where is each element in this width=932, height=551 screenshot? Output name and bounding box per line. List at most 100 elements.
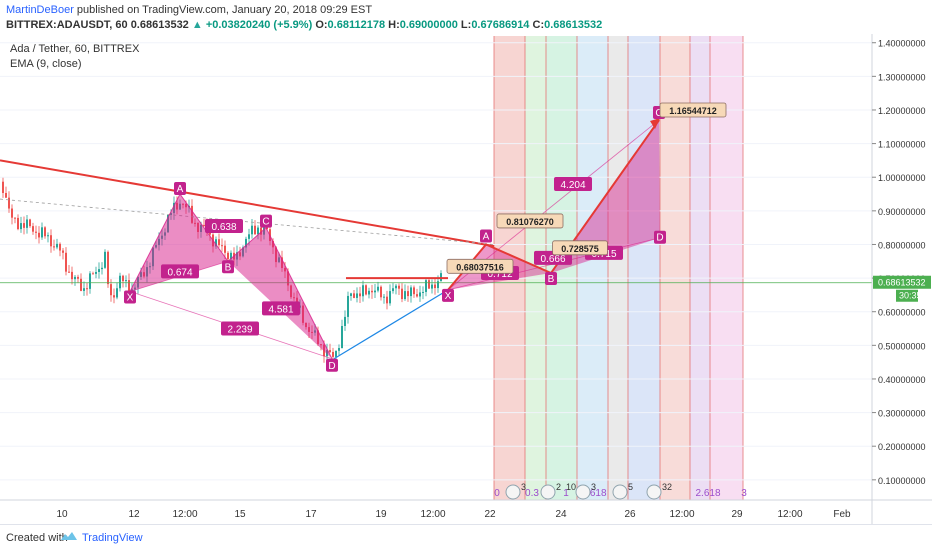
legend-title: Ada / Tether, 60, BITTREX <box>10 43 140 55</box>
candle <box>431 284 433 289</box>
fib-time-label: 1.618 <box>581 488 606 499</box>
pattern1-point-box <box>260 214 272 228</box>
pattern1-point: X <box>127 293 134 304</box>
candle <box>215 239 217 247</box>
price-tick-label: 1.10000000 <box>878 140 926 150</box>
time-tick-label: 24 <box>555 509 567 520</box>
candle <box>209 232 211 235</box>
pattern2-ratio: 0.712 <box>487 269 512 280</box>
pattern-bcd-fill <box>228 227 332 359</box>
high-value: 0.69000000 <box>399 19 458 31</box>
candle <box>62 250 64 253</box>
candle <box>392 288 394 292</box>
candle <box>5 193 7 198</box>
candle <box>68 271 70 273</box>
pattern2-point: A <box>483 231 490 242</box>
price-target-box <box>659 102 727 118</box>
pattern2-point-box <box>442 288 454 302</box>
pattern1-point-box <box>174 182 186 196</box>
candle <box>383 296 385 298</box>
candle <box>335 350 337 357</box>
candle <box>38 232 40 238</box>
open-value: 0.68112178 <box>327 19 386 31</box>
fib-time-label: 2.618 <box>695 488 720 499</box>
candle <box>389 291 391 304</box>
price-target-label: 0.728575 <box>561 244 599 254</box>
candle <box>395 285 397 289</box>
candle <box>77 276 79 279</box>
candle <box>371 290 373 293</box>
candle <box>260 227 262 235</box>
event-count: 32 <box>662 482 672 492</box>
time-tick-label: 22 <box>484 509 496 520</box>
last-price: 0.68613532 <box>130 19 189 31</box>
candle <box>353 293 355 298</box>
candle <box>338 348 340 351</box>
close-value: 0.68613532 <box>544 19 603 31</box>
candle <box>425 280 427 292</box>
ohlc-line: BITTREX:ADAUSDT, 60 0.68613532 ▲ +0.0382… <box>6 19 602 31</box>
pattern2-ratio: 4.204 <box>560 180 585 191</box>
fib-time-zone <box>608 36 628 500</box>
pattern1-point-box <box>326 358 338 372</box>
pattern1-point: A <box>177 184 184 195</box>
fib-time-zone <box>577 36 608 500</box>
change-value: +0.03820240 (+5.9%) <box>205 19 313 31</box>
pattern2-ratio: 0.666 <box>540 254 565 265</box>
candle <box>422 291 424 293</box>
price-tick-label: 1.00000000 <box>878 173 926 183</box>
pattern2-point: D <box>656 233 663 244</box>
legend-indicator[interactable]: EMA (9, close) <box>10 58 82 70</box>
price-target-box <box>552 240 608 256</box>
pattern1-point: C <box>262 217 269 228</box>
candle <box>377 286 379 291</box>
candle <box>248 234 250 239</box>
candle <box>26 219 28 228</box>
candle <box>47 235 49 237</box>
price-tick-label: 0.60000000 <box>878 308 926 318</box>
time-tick-label: 17 <box>305 509 317 520</box>
pattern1-point-box <box>124 290 136 304</box>
price-tick-label: 0.80000000 <box>878 240 926 250</box>
low-label: L: <box>460 19 472 31</box>
time-tick-label: 12:00 <box>777 509 802 520</box>
candle <box>368 290 370 295</box>
time-tick-label: 26 <box>624 509 636 520</box>
time-tick-label: 12:00 <box>669 509 694 520</box>
candle <box>416 294 418 297</box>
candle <box>53 246 55 248</box>
candle <box>362 285 364 297</box>
candle <box>374 290 376 293</box>
time-tick-label: 12:00 <box>420 509 445 520</box>
candle <box>86 288 88 290</box>
candle <box>119 275 121 289</box>
support-line <box>333 289 449 360</box>
candle <box>401 288 403 300</box>
fib-time-zone <box>690 36 710 500</box>
price-tick-label: 0.90000000 <box>878 207 926 217</box>
candle <box>74 276 76 280</box>
countdown-badge <box>896 289 918 302</box>
candle <box>221 245 223 247</box>
event-count: 10 <box>566 482 576 492</box>
current-price-label: 0.68613532 <box>878 278 926 288</box>
price-tick-label: 0.30000000 <box>878 409 926 419</box>
candle <box>230 252 232 260</box>
candle <box>407 291 409 297</box>
price-target-label: 0.68037516 <box>456 262 504 272</box>
dashed-trendline <box>0 198 495 245</box>
candle <box>329 350 331 352</box>
candle <box>410 287 412 297</box>
author-link[interactable]: MartinDeBoer <box>6 4 74 16</box>
event-count: 3 <box>591 482 596 492</box>
pattern2-point: B <box>548 274 555 285</box>
candle <box>428 280 430 289</box>
candle <box>95 271 97 274</box>
tradingview-brand[interactable]: TradingView <box>82 532 143 544</box>
event-flag-icon <box>575 484 591 500</box>
candle <box>254 225 256 235</box>
candle <box>218 239 220 246</box>
pattern1-point: D <box>328 361 335 372</box>
